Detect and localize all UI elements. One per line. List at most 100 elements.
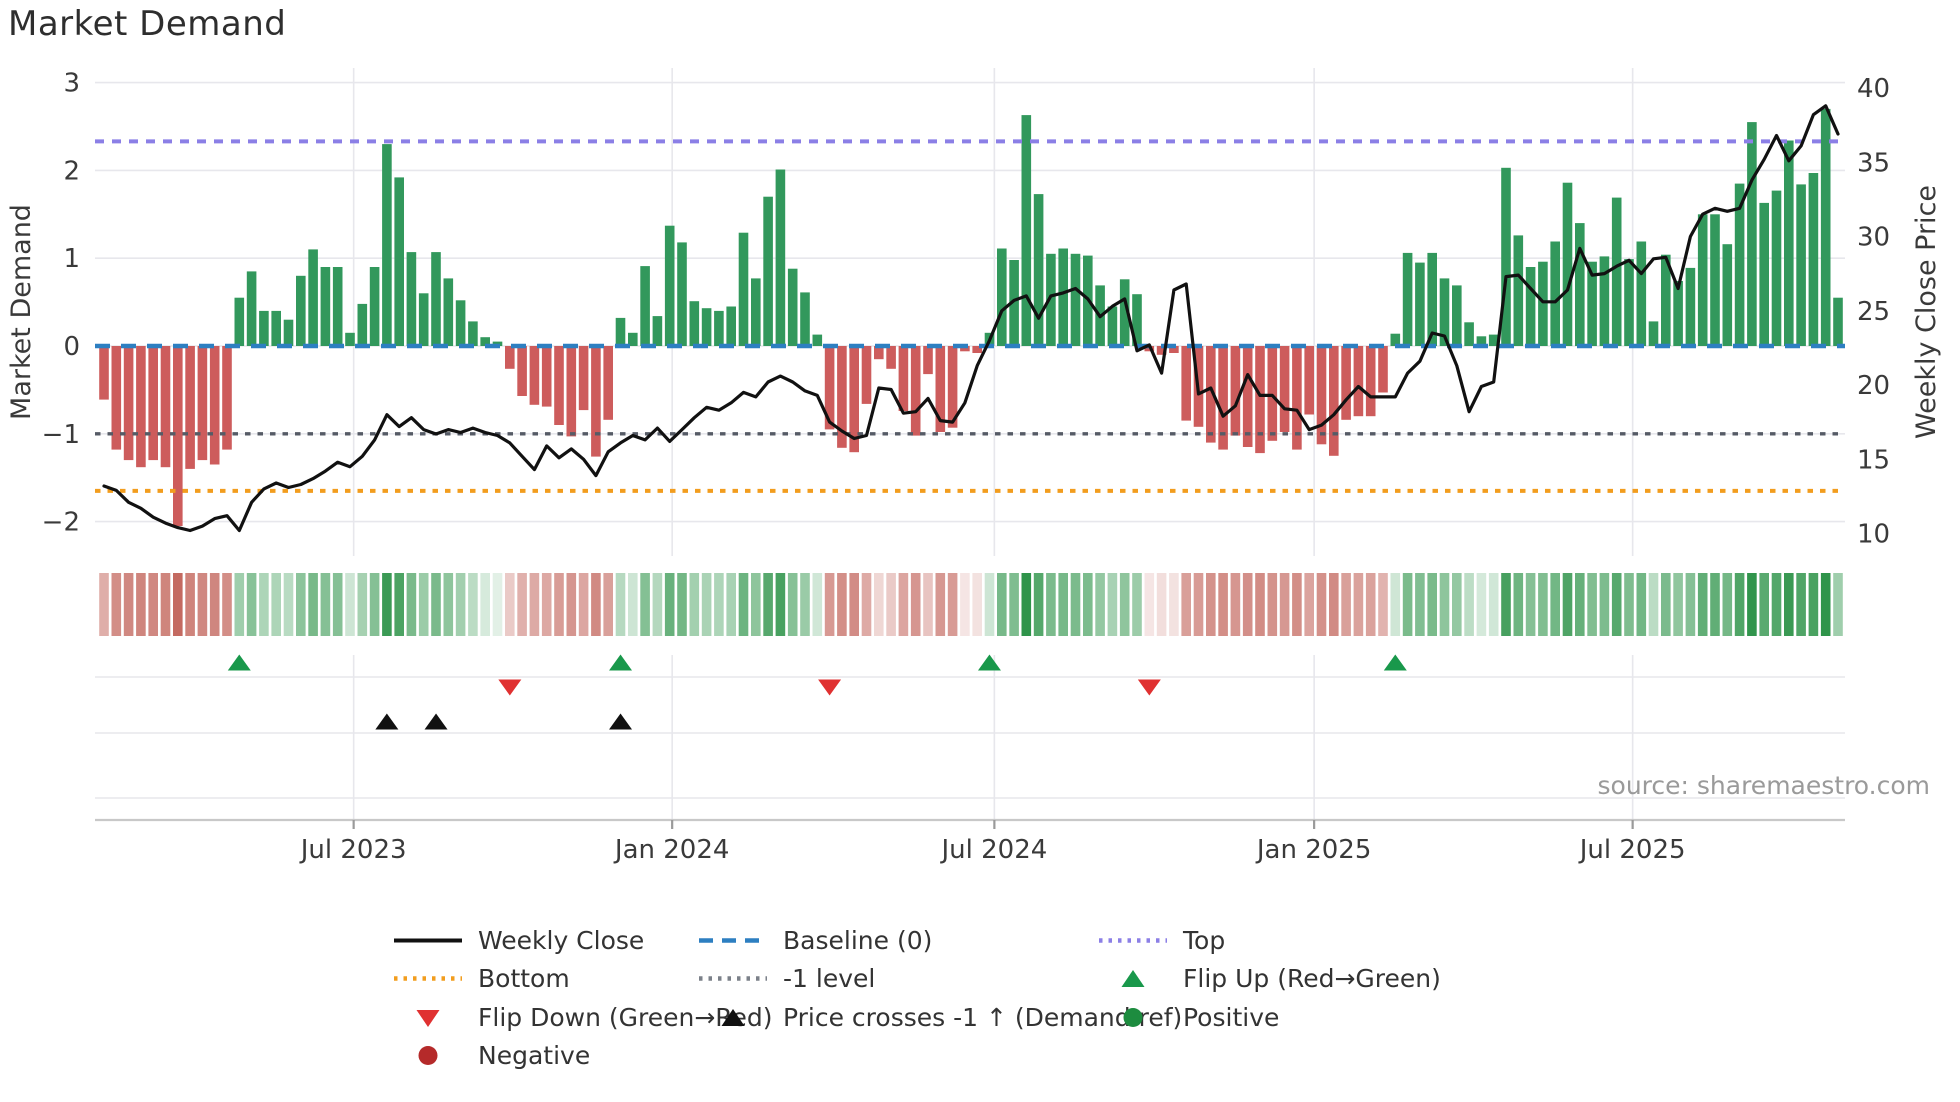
demand-bar bbox=[1673, 281, 1683, 346]
heatmap-cell bbox=[935, 573, 946, 636]
left-axis-tick-label: −2 bbox=[42, 508, 80, 538]
demand-bar bbox=[1021, 115, 1032, 346]
demand-bar bbox=[1341, 346, 1351, 420]
heatmap-cell bbox=[1820, 573, 1831, 636]
demand-bar bbox=[861, 346, 872, 404]
legend-item-flip-down: Flip Down (Green→Red) bbox=[392, 998, 773, 1037]
demand-bar bbox=[209, 346, 220, 465]
legend-label: Flip Up (Red→Green) bbox=[1183, 964, 1441, 994]
legend-flip-down-icon bbox=[416, 1009, 440, 1027]
heatmap-cell bbox=[1833, 573, 1843, 636]
demand-bar bbox=[1747, 122, 1757, 346]
heatmap-cell bbox=[1279, 573, 1290, 636]
demand-bar bbox=[1009, 260, 1019, 346]
legend-item-top: Top bbox=[1097, 921, 1427, 960]
heatmap-cell bbox=[246, 573, 257, 636]
demand-bar bbox=[1402, 252, 1413, 346]
heatmap-cell bbox=[1673, 573, 1683, 636]
heatmap-cell bbox=[1427, 573, 1437, 636]
heatmap-cell bbox=[1292, 573, 1302, 636]
demand-bar bbox=[517, 346, 527, 396]
heatmap-cell bbox=[923, 573, 933, 636]
heatmap-cell bbox=[800, 573, 810, 636]
heatmap-cell bbox=[1538, 573, 1548, 636]
heatmap-cell bbox=[1070, 573, 1081, 636]
weekly-close-line bbox=[102, 104, 1840, 533]
heatmap-cell bbox=[1119, 573, 1130, 636]
demand-bar bbox=[1661, 254, 1671, 346]
heatmap-cell bbox=[1488, 573, 1499, 636]
heatmap-cell bbox=[1636, 573, 1647, 636]
legend-label: Bottom bbox=[478, 964, 570, 994]
heatmap-cell bbox=[947, 573, 958, 636]
heatmap-cell bbox=[1513, 573, 1524, 636]
heatmap-cell bbox=[1304, 573, 1314, 636]
flip-up-marker bbox=[227, 654, 251, 671]
price-cross-marker bbox=[375, 713, 399, 730]
demand-bar bbox=[259, 310, 269, 346]
heatmap-cell bbox=[1525, 573, 1536, 636]
demand-bar bbox=[283, 319, 294, 346]
heatmap-cell bbox=[775, 573, 786, 636]
legend-baseline-icon bbox=[699, 938, 767, 943]
demand-bar bbox=[787, 268, 798, 346]
demand-bar bbox=[271, 310, 281, 346]
demand-bar bbox=[849, 346, 859, 453]
demand-bar bbox=[1279, 346, 1290, 432]
legend-item-price-crosses: Price crosses -1 ↑ (Demand ref) bbox=[697, 998, 1182, 1037]
demand-bar bbox=[99, 346, 109, 400]
flip-down-marker bbox=[818, 679, 842, 696]
heatmap-cell bbox=[1685, 573, 1696, 636]
heatmap-cell bbox=[972, 573, 982, 636]
demand-bar bbox=[1808, 173, 1819, 346]
right-axis-tick-label: 10 bbox=[1857, 520, 1890, 550]
legend-flip-up-icon bbox=[1121, 970, 1145, 988]
heatmap-cell bbox=[1587, 573, 1597, 636]
heatmap-cell bbox=[99, 573, 109, 636]
legend-price-crosses-icon bbox=[721, 1008, 745, 1026]
demand-bar bbox=[1255, 346, 1265, 454]
legend-weekly-close-icon bbox=[394, 938, 462, 943]
heatmap-cell bbox=[1648, 573, 1659, 636]
heatmap-cell bbox=[751, 573, 761, 636]
demand-bar bbox=[751, 278, 761, 346]
demand-bar bbox=[1636, 241, 1647, 346]
heatmap-cell bbox=[1771, 573, 1782, 636]
heatmap-cell bbox=[812, 573, 823, 636]
demand-bar bbox=[1476, 336, 1487, 346]
heatmap-cell bbox=[517, 573, 527, 636]
heatmap-cell bbox=[849, 573, 859, 636]
demand-bar bbox=[701, 308, 712, 346]
heatmap-cell bbox=[197, 573, 208, 636]
heatmap-cell bbox=[505, 573, 515, 636]
demand-bar bbox=[1365, 346, 1376, 417]
heatmap-cell bbox=[886, 573, 896, 636]
heatmap-cell bbox=[271, 573, 281, 636]
heatmap-cell bbox=[960, 573, 970, 636]
heatmap-cell bbox=[591, 573, 601, 636]
heatmap-cell bbox=[1206, 573, 1216, 636]
demand-bar bbox=[738, 232, 749, 346]
heatmap-cell bbox=[1710, 573, 1720, 636]
left-axis-tick-label: 3 bbox=[63, 69, 80, 99]
reference-lines bbox=[95, 139, 1845, 493]
price-cross-marker bbox=[609, 713, 633, 730]
heatmap-cell bbox=[1464, 573, 1474, 636]
heatmap-cell bbox=[1132, 573, 1142, 636]
heatmap-cell bbox=[1415, 573, 1425, 636]
heatmap-cell bbox=[1452, 573, 1462, 636]
heatmap-cell bbox=[529, 573, 540, 636]
demand-bar bbox=[1820, 108, 1831, 347]
demand-bar bbox=[800, 292, 810, 346]
demand-bar bbox=[1046, 253, 1056, 346]
heatmap-cell bbox=[382, 573, 392, 636]
demand-bar bbox=[1033, 194, 1044, 346]
demand-bar bbox=[812, 334, 823, 346]
right-axis-title: Weekly Close Price bbox=[1911, 185, 1942, 439]
heatmap-cell bbox=[1501, 573, 1511, 636]
demand-bar bbox=[824, 346, 835, 430]
demand-bar bbox=[1218, 346, 1228, 450]
demand-bar bbox=[1452, 285, 1462, 346]
heatmap-cell bbox=[160, 573, 171, 636]
